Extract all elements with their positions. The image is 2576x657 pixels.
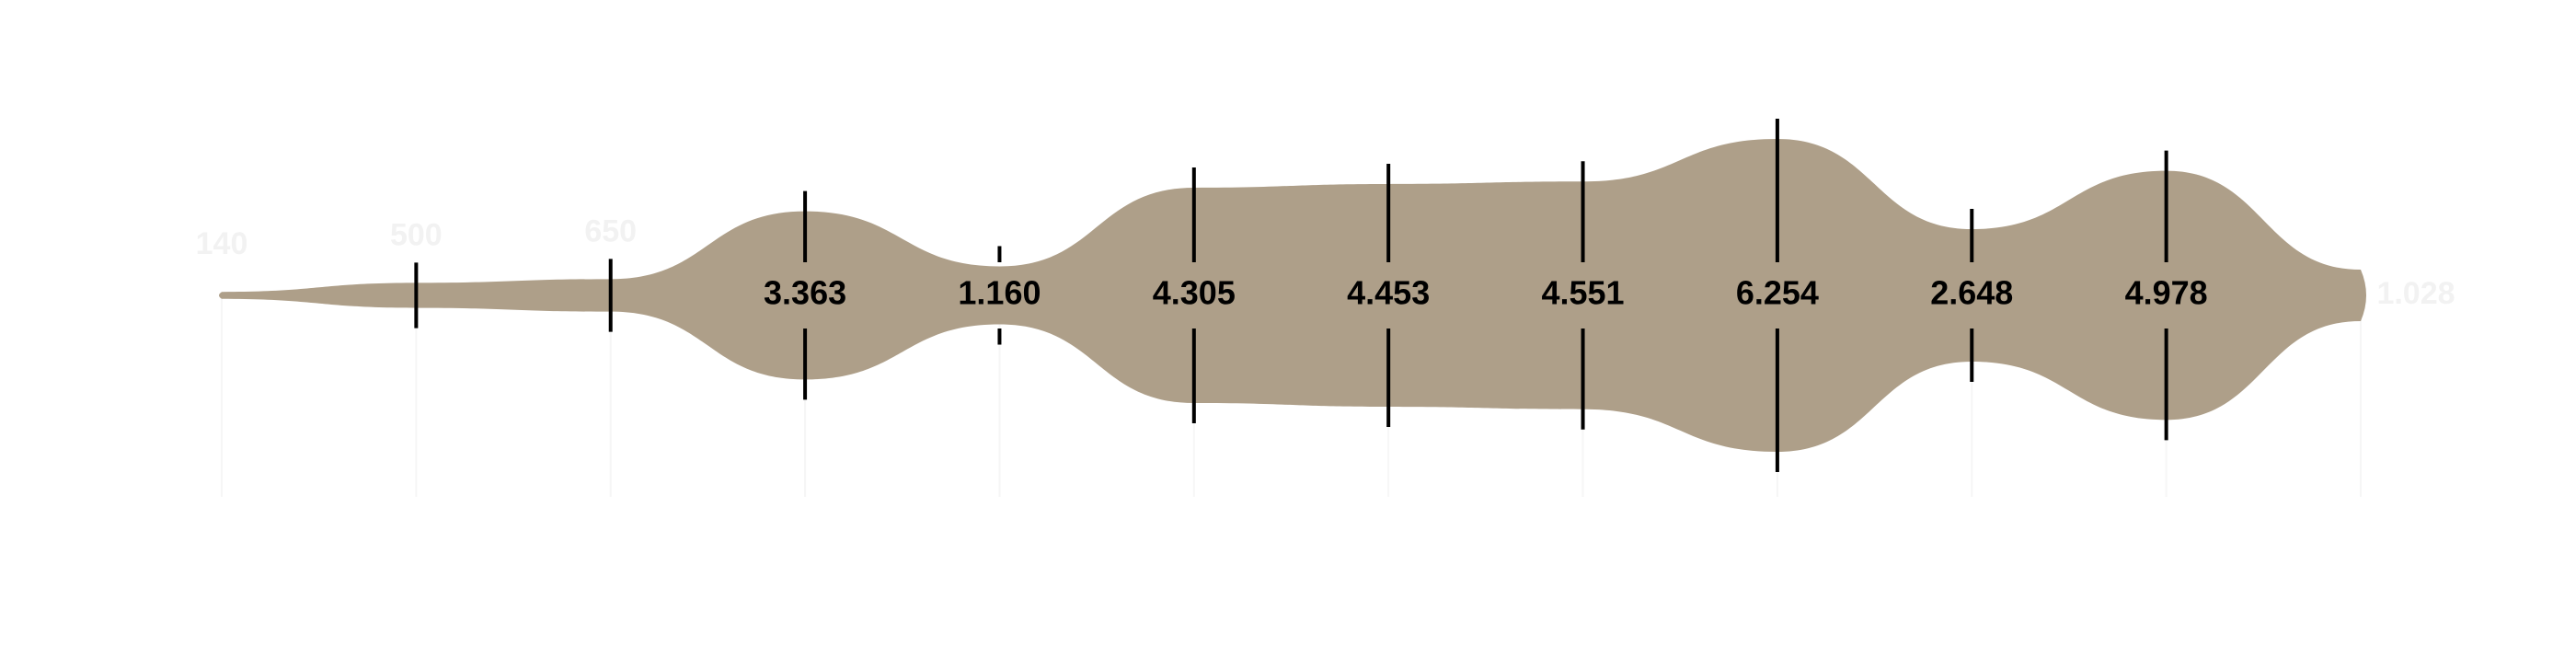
value-label: 6.254	[1736, 274, 1819, 312]
value-label: 140	[196, 226, 248, 261]
value-label: 4.305	[1153, 274, 1236, 312]
value-label: 1.028	[2376, 276, 2455, 311]
value-label: 2.648	[1930, 274, 2013, 312]
value-label: 650	[584, 213, 637, 248]
value-label: 1.160	[958, 274, 1041, 312]
stream-area	[219, 139, 2366, 452]
value-label: 4.453	[1347, 274, 1430, 312]
value-label: 4.978	[2125, 274, 2208, 312]
value-label: 3.363	[764, 274, 846, 312]
value-label: 4.551	[1541, 274, 1624, 312]
value-label: 500	[390, 217, 443, 252]
